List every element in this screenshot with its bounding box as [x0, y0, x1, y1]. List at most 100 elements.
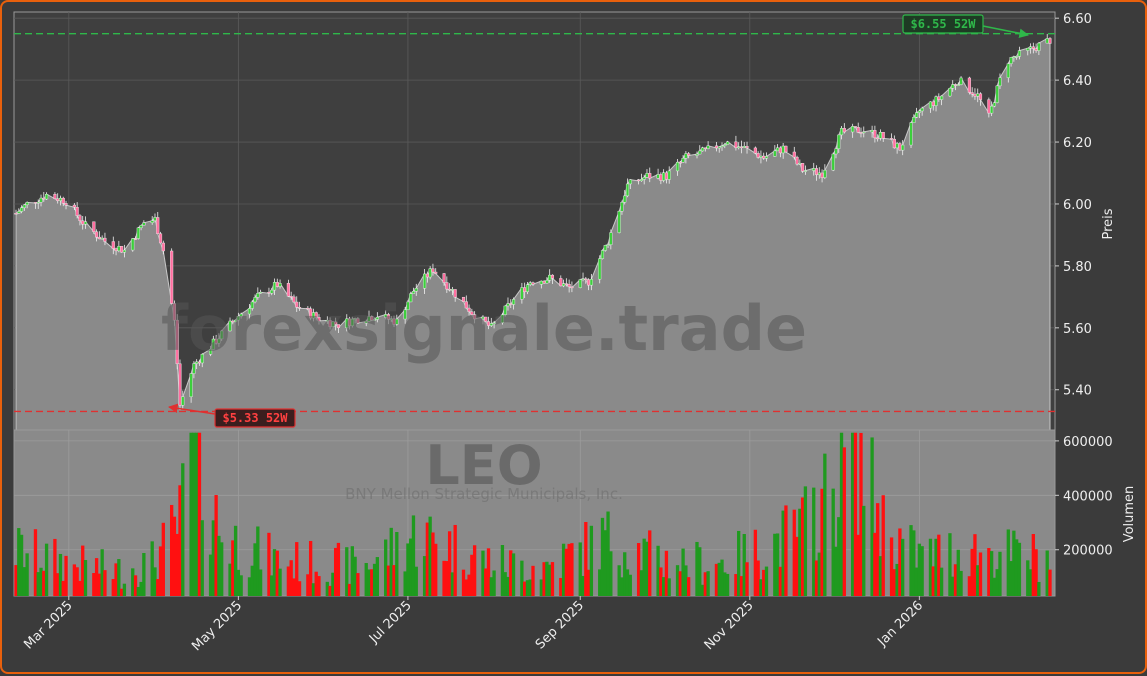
- volume-bar: [58, 553, 63, 596]
- volume-bar: [239, 575, 243, 596]
- candle: [61, 196, 65, 207]
- candle: [600, 249, 605, 260]
- volume-bar: [64, 555, 68, 596]
- volume-bar: [803, 486, 808, 596]
- volume-bar: [853, 432, 858, 596]
- volume-bar: [720, 559, 724, 596]
- volume-bar: [798, 508, 802, 596]
- volume-bar: [970, 548, 974, 596]
- volume-bar: [976, 565, 980, 596]
- candle: [83, 216, 88, 229]
- volume-bar: [297, 581, 302, 596]
- volume-bar: [411, 515, 416, 596]
- volume-bar: [111, 579, 115, 596]
- candle: [823, 164, 827, 180]
- volume-bar: [389, 527, 393, 596]
- volume-bar: [1014, 539, 1019, 596]
- volume-bar: [314, 571, 318, 596]
- candle: [990, 101, 994, 117]
- candle: [170, 248, 174, 305]
- candle: [598, 255, 602, 284]
- candle: [228, 317, 232, 332]
- volume-bar: [208, 554, 213, 596]
- volume-bar: [253, 543, 257, 596]
- candle: [297, 301, 302, 311]
- candle: [948, 88, 952, 98]
- volume-bar: [656, 545, 660, 596]
- candle: [1026, 47, 1030, 56]
- candle: [247, 303, 252, 320]
- price-tick-label: 6.60: [1063, 12, 1092, 27]
- candle: [467, 304, 471, 316]
- volume-bar: [375, 557, 379, 596]
- volume-bar: [156, 579, 160, 596]
- candle: [200, 353, 204, 368]
- candle: [795, 155, 799, 166]
- volume-series: [14, 432, 1052, 596]
- volume-bar: [75, 567, 79, 596]
- volume-bar: [197, 432, 202, 596]
- volume-bar: [909, 525, 913, 596]
- candle: [317, 314, 321, 325]
- volume-bar: [286, 566, 291, 596]
- volume-bar: [881, 495, 885, 596]
- volume-bar: [837, 517, 841, 596]
- volume-bar: [272, 549, 277, 596]
- volume-bar: [247, 577, 252, 596]
- candle: [492, 320, 496, 329]
- volume-bar: [870, 437, 874, 596]
- candle: [1031, 42, 1035, 54]
- candle: [181, 390, 185, 410]
- volume-bar: [606, 511, 610, 596]
- volume-bar: [467, 574, 471, 596]
- volume-bar: [178, 485, 182, 596]
- candle: [192, 361, 196, 379]
- volume-bar: [364, 563, 368, 596]
- volume-bar: [998, 551, 1002, 596]
- candle: [545, 277, 549, 284]
- volume-bar: [442, 560, 446, 596]
- volume-bar: [695, 541, 699, 596]
- candle: [756, 151, 760, 159]
- volume-bar: [739, 576, 744, 596]
- volume-bar: [753, 529, 758, 596]
- date-tick-label: May 2025: [189, 598, 245, 654]
- volume-bar: [484, 568, 488, 596]
- candle: [898, 142, 902, 151]
- volume-bar: [139, 581, 143, 596]
- volume-bar: [311, 583, 316, 596]
- volume-bar: [973, 534, 977, 596]
- volume-bar: [745, 562, 749, 596]
- volume-bar: [561, 543, 566, 596]
- volume-bar: [331, 572, 335, 596]
- volume-bar: [181, 463, 185, 596]
- candle: [314, 311, 318, 321]
- volume-bar: [192, 432, 196, 596]
- volume-bar: [723, 572, 727, 596]
- candle: [428, 266, 432, 280]
- volume-bar: [648, 530, 652, 596]
- watermark-symbol: LEO: [425, 434, 542, 497]
- volume-bar: [414, 566, 418, 596]
- volume-bar: [81, 545, 85, 596]
- candle: [723, 142, 727, 149]
- candle: [912, 114, 916, 123]
- candle: [842, 123, 846, 134]
- volume-bar: [150, 541, 154, 596]
- candle: [681, 154, 685, 163]
- candle: [453, 289, 457, 302]
- candle: [801, 163, 805, 173]
- candle: [700, 146, 705, 152]
- candle: [992, 101, 996, 108]
- volume-bar: [862, 505, 866, 596]
- volume-bar: [717, 562, 721, 596]
- volume-bar: [136, 586, 140, 596]
- volume-bar: [523, 581, 527, 596]
- candle: [745, 141, 749, 154]
- candle: [150, 216, 154, 225]
- candle: [837, 134, 841, 153]
- volume-bar: [72, 564, 77, 596]
- volume-bar: [817, 552, 821, 596]
- candle: [209, 345, 213, 357]
- candle: [286, 279, 290, 298]
